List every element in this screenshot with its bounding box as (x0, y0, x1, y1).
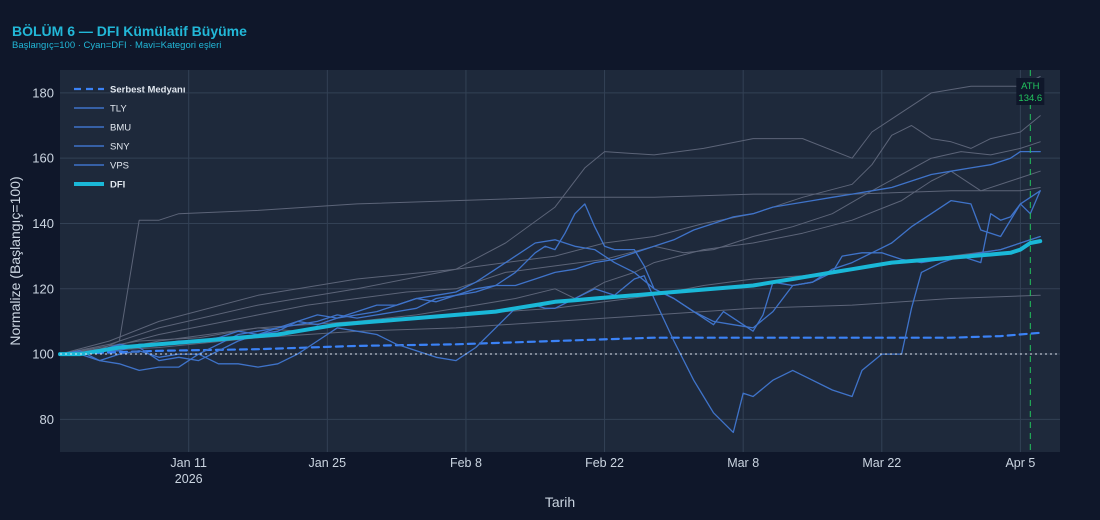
chart-subtitle: Başlangıç=100 · Cyan=DFI · Mavi=Kategori… (12, 40, 222, 51)
legend-label: BMU (110, 123, 131, 134)
series-line-serbest-medyanı (58, 331, 1042, 356)
series-line-peer-f (59, 170, 1041, 355)
series-layer (58, 76, 1060, 434)
x-tick-label: Jan 25 (309, 456, 347, 470)
series-line-vps (59, 190, 1041, 355)
x-tick-label: Feb 8 (450, 456, 482, 470)
legend-label: DFI (110, 180, 125, 191)
chart-title: BÖLÜM 6 — DFI Kümülatif Büyüme (12, 23, 247, 39)
series-line-dfi (58, 239, 1043, 357)
x-tick-label: Feb 22 (585, 456, 624, 470)
x-tick-label: Jan 11 (170, 456, 207, 470)
y-tick-label: 100 (32, 347, 54, 362)
y-tick-label: 80 (40, 412, 54, 427)
ath-value: 134.6 (1018, 93, 1042, 104)
y-tick-label: 140 (32, 216, 54, 231)
y-tick-label: 180 (32, 85, 54, 100)
legend: Serbest Medyanı TLY BMU SNY VPS DFI (74, 85, 186, 191)
y-axis-label: Normalize (Başlangıç=100) (7, 176, 23, 345)
legend-label: Serbest Medyanı (110, 85, 186, 96)
series-line-bmu (59, 235, 1041, 434)
series-line-peer-b (59, 76, 1041, 355)
y-tick-label: 120 (32, 281, 54, 296)
y-tick-label: 160 (32, 151, 54, 166)
series-line-peer-a (59, 187, 1041, 355)
series-line-peer-g (59, 294, 1041, 355)
x-axis-label: Tarih (545, 494, 575, 510)
x-tick-year-label: 2026 (175, 472, 203, 486)
axis-layer: 80 100 120 140 160 180 Jan 11 2026 Jan 25 Feb 8 Fe… (32, 85, 1035, 486)
x-tick-label: Mar 8 (727, 456, 759, 470)
legend-label: SNY (110, 142, 130, 153)
series-line-sny (59, 150, 1041, 362)
ath-label: ATH (1021, 81, 1039, 92)
ath-label-box (1016, 78, 1045, 105)
legend-label: VPS (110, 161, 129, 172)
x-tick-label: Mar 22 (862, 456, 901, 470)
x-tick-label: Apr 5 (1005, 456, 1035, 470)
legend-label: TLY (110, 104, 127, 115)
grid (60, 70, 1060, 452)
